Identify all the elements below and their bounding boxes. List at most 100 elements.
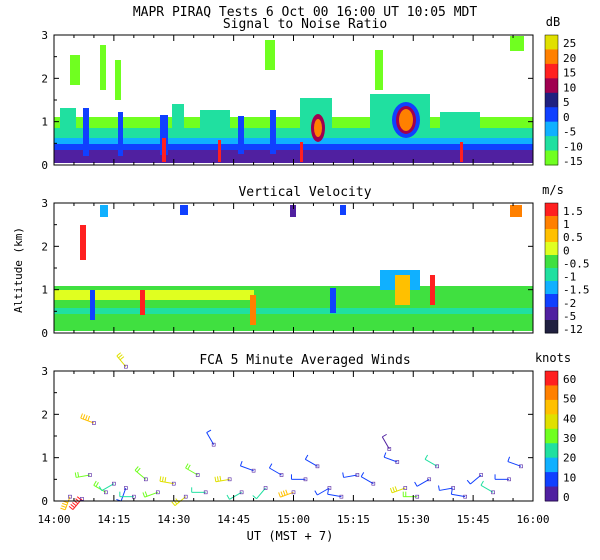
colorbar-label: 1.5 [563, 205, 583, 218]
wind-barb-shaft [327, 493, 342, 498]
vv-spike [140, 290, 145, 315]
wind-barb-station [395, 460, 400, 464]
x-tick-label: 14:45 [217, 513, 250, 526]
y-tick-label: 0 [41, 159, 48, 172]
wind-barb-station [195, 473, 200, 477]
colorbar-label: 40 [563, 412, 576, 425]
snr-upper-streaks [70, 36, 524, 100]
wind-barb-shaft [269, 467, 282, 476]
wind-barb-shaft [159, 480, 174, 485]
colorbar-swatch [545, 486, 558, 502]
colorbar-swatch [545, 443, 558, 459]
colorbar-swatch [545, 63, 558, 79]
wind-barb [191, 487, 208, 495]
wind-barb-station [124, 364, 128, 369]
snr-upper-streak [510, 36, 524, 51]
wind-barb [327, 489, 344, 499]
colorbar-swatch [545, 307, 558, 321]
wind-barb-shaft [229, 491, 242, 500]
wind-barb-shaft [416, 478, 430, 487]
wind-barb [389, 486, 408, 494]
wind-barb-shaft [439, 487, 454, 491]
wind-barb [383, 452, 400, 464]
colorbar-swatch [545, 35, 558, 50]
wind-barb-station [80, 497, 84, 501]
wind-barb-station [239, 490, 244, 495]
wind-barb [360, 472, 376, 486]
colorbar-label: -1.5 [563, 284, 590, 297]
panel-2-title: Vertical Velocity [238, 185, 371, 200]
snr-teal-spike [60, 108, 76, 138]
x-tick-label: 15:30 [397, 513, 430, 526]
wind-barb-feather [68, 505, 74, 510]
wind-barb-feather [414, 481, 418, 487]
wind-barb-feather [392, 487, 395, 493]
snr-red-spike [460, 142, 463, 162]
colorbar-swatch [545, 121, 558, 137]
wind-barb-feather [360, 472, 365, 477]
wind-barb-feather [161, 476, 164, 482]
panel-1-title: Signal to Noise Ratio [223, 17, 387, 32]
colorbar-label: 0 [563, 244, 570, 257]
wind-barb-feather [77, 471, 80, 478]
wind-barb-feather [304, 454, 309, 460]
wind-barb-station [263, 486, 268, 490]
wind-barb-feather [62, 502, 68, 506]
wind-barb-station [403, 486, 408, 490]
wind-barb-shaft [101, 483, 115, 492]
colorbar-swatch [545, 229, 558, 243]
wind-barb [134, 466, 148, 482]
colorbar-swatch [545, 428, 558, 444]
snr-axes: 0 1 2 3 [41, 29, 534, 172]
colorbar-label: 30 [563, 432, 576, 445]
vv-spike [250, 295, 256, 325]
y-tick-label: 1 [41, 284, 48, 297]
wind-barb [239, 461, 256, 473]
vv-layer-teal [54, 308, 533, 314]
colorbar-label: 0 [563, 491, 570, 504]
wind-barb-feather [60, 507, 66, 511]
wind-barb-station [355, 473, 360, 477]
wind-barb-shaft [343, 474, 358, 478]
wind-barb-station [435, 464, 440, 469]
colorbar-frame [544, 34, 559, 166]
colorbar-swatch [545, 255, 558, 269]
colorbar-swatch [545, 107, 558, 123]
wind-barb-feather [252, 495, 257, 500]
wind-barb-feather [268, 463, 273, 469]
vv-upper-streak [100, 205, 108, 217]
wind-barb-shaft [120, 487, 127, 502]
wind-barb-feather [164, 477, 167, 483]
wind-barb-station [327, 486, 332, 490]
wind-barb-feather [450, 489, 453, 495]
colorbar-label: 20 [563, 452, 576, 465]
wind-barb [159, 476, 176, 486]
wind-barb-feather [119, 356, 125, 361]
x-tick-label: 14:15 [97, 513, 130, 526]
y-axis-label: Altitude (km) [12, 227, 25, 313]
x-axis-label: UT (MST + 7) [247, 529, 334, 543]
vv-upper-streak [80, 225, 86, 260]
vv-upper-streak [340, 205, 346, 215]
panel-2-unit: m/s [542, 183, 564, 197]
wind-barb [278, 489, 296, 498]
winds-panel: 0 1 2 3 [41, 352, 534, 511]
wind-barb-shaft [480, 484, 494, 493]
wind-barb-feather [98, 486, 103, 491]
snr-blue-spike [238, 116, 244, 154]
colorbar-label: -0.5 [563, 257, 590, 270]
wind-barb-station [88, 473, 92, 477]
wind-barb-feather [342, 472, 345, 478]
vv-spikes [90, 275, 435, 325]
wind-barb-feather [95, 482, 99, 487]
colorbar-swatch [545, 92, 558, 108]
colorbar-frame [544, 370, 559, 502]
colorbar-swatch [545, 472, 558, 488]
snr-upper-streak [70, 55, 80, 85]
snr-red-spikes [162, 138, 463, 162]
wind-barb [142, 490, 160, 498]
wind-barb-feather [134, 466, 139, 471]
wind-barb-station [171, 481, 176, 486]
wind-barb [206, 429, 216, 447]
wind-barb-station [387, 447, 392, 451]
